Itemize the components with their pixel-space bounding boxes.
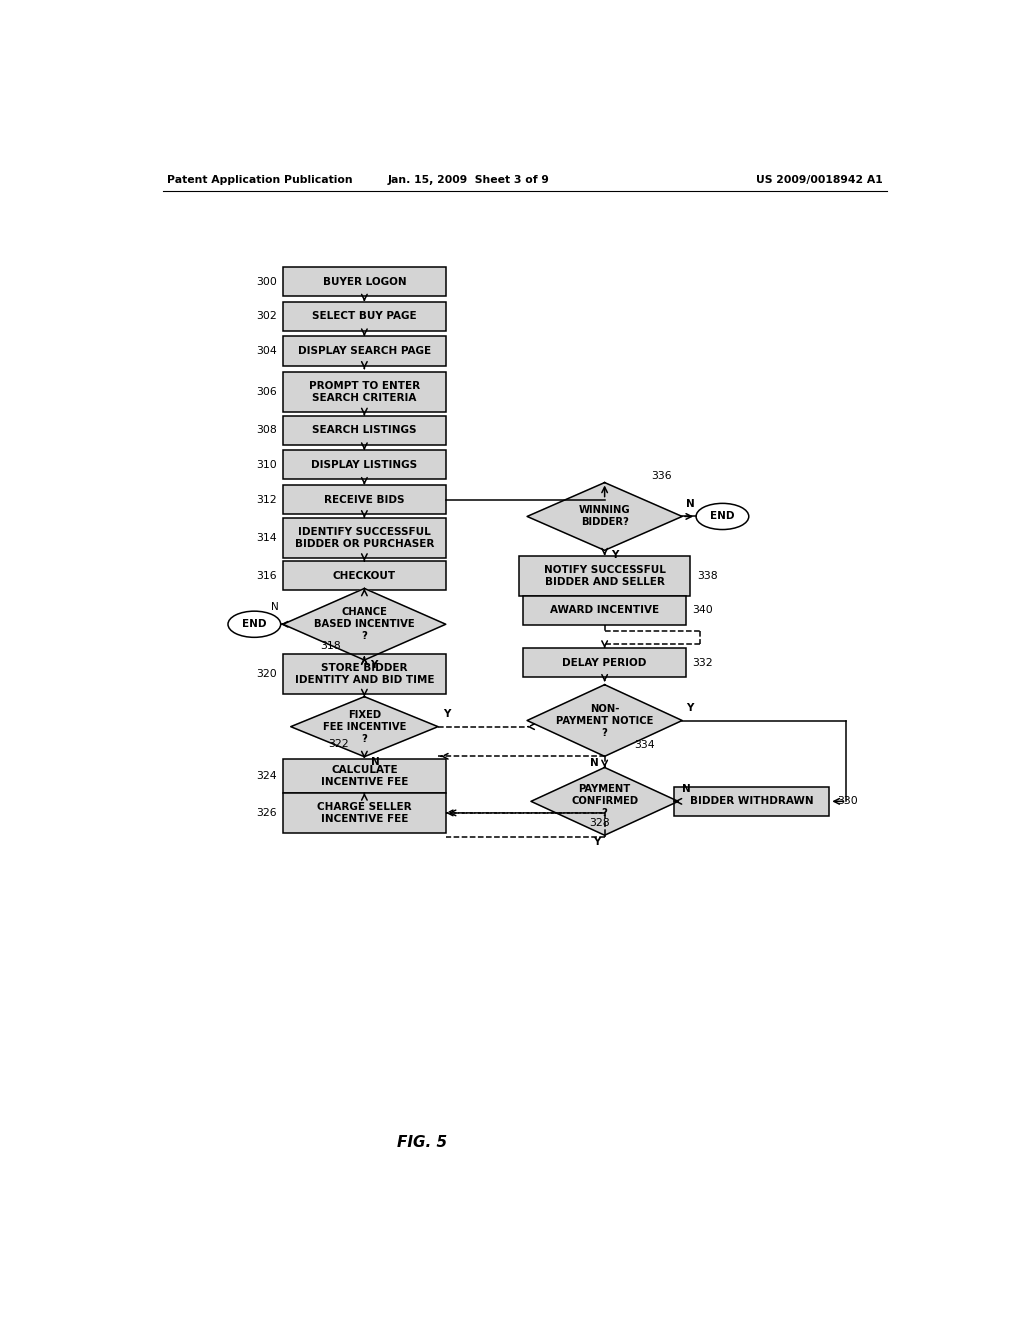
- FancyBboxPatch shape: [283, 372, 445, 412]
- Polygon shape: [283, 589, 445, 660]
- Text: Y: Y: [593, 837, 601, 846]
- Polygon shape: [291, 697, 438, 756]
- Text: N: N: [590, 758, 598, 768]
- FancyBboxPatch shape: [675, 787, 829, 816]
- Text: N: N: [371, 756, 379, 767]
- Text: 330: 330: [838, 796, 858, 807]
- Text: BIDDER WITHDRAWN: BIDDER WITHDRAWN: [690, 796, 814, 807]
- Text: N: N: [686, 499, 694, 508]
- Text: 318: 318: [321, 640, 341, 651]
- Text: 336: 336: [651, 471, 672, 482]
- FancyBboxPatch shape: [283, 337, 445, 366]
- Text: DISPLAY LISTINGS: DISPLAY LISTINGS: [311, 459, 418, 470]
- Text: AWARD INCENTIVE: AWARD INCENTIVE: [550, 606, 659, 615]
- Text: FIG. 5: FIG. 5: [397, 1135, 447, 1150]
- Text: 334: 334: [634, 741, 654, 750]
- Text: NOTIFY SUCCESSFUL
BIDDER AND SELLER: NOTIFY SUCCESSFUL BIDDER AND SELLER: [544, 565, 666, 586]
- Text: PROMPT TO ENTER
SEARCH CRITERIA: PROMPT TO ENTER SEARCH CRITERIA: [309, 380, 420, 403]
- Polygon shape: [527, 685, 682, 756]
- FancyBboxPatch shape: [283, 302, 445, 331]
- Ellipse shape: [228, 611, 281, 638]
- Text: 324: 324: [256, 771, 276, 781]
- Text: END: END: [711, 511, 734, 521]
- Text: 338: 338: [697, 570, 718, 581]
- Text: SELECT BUY PAGE: SELECT BUY PAGE: [312, 312, 417, 321]
- FancyBboxPatch shape: [283, 759, 445, 793]
- FancyBboxPatch shape: [283, 561, 445, 590]
- Text: FIXED
FEE INCENTIVE
?: FIXED FEE INCENTIVE ?: [323, 710, 407, 743]
- Text: 310: 310: [256, 459, 276, 470]
- FancyBboxPatch shape: [283, 484, 445, 515]
- FancyBboxPatch shape: [283, 450, 445, 479]
- FancyBboxPatch shape: [283, 655, 445, 694]
- Text: Jan. 15, 2009  Sheet 3 of 9: Jan. 15, 2009 Sheet 3 of 9: [388, 176, 550, 185]
- Text: 300: 300: [256, 277, 276, 286]
- FancyBboxPatch shape: [283, 793, 445, 833]
- Text: CHANCE
BASED INCENTIVE
?: CHANCE BASED INCENTIVE ?: [314, 607, 415, 642]
- Text: US 2009/0018942 A1: US 2009/0018942 A1: [756, 176, 883, 185]
- Text: WINNING
BIDDER?: WINNING BIDDER?: [579, 506, 631, 528]
- Text: 316: 316: [256, 570, 276, 581]
- Text: Patent Application Publication: Patent Application Publication: [167, 176, 352, 185]
- FancyBboxPatch shape: [519, 556, 690, 595]
- FancyBboxPatch shape: [283, 267, 445, 296]
- Text: Y: Y: [371, 660, 378, 671]
- Polygon shape: [531, 767, 678, 836]
- Ellipse shape: [696, 503, 749, 529]
- Text: 306: 306: [256, 387, 276, 397]
- Text: Y: Y: [442, 709, 450, 719]
- Text: 328: 328: [589, 818, 609, 828]
- Text: NON-
PAYMENT NOTICE
?: NON- PAYMENT NOTICE ?: [556, 704, 653, 738]
- Text: Y: Y: [611, 550, 618, 560]
- Text: N: N: [271, 602, 280, 612]
- Text: N: N: [682, 784, 691, 793]
- Text: CHARGE SELLER
INCENTIVE FEE: CHARGE SELLER INCENTIVE FEE: [317, 803, 412, 824]
- Text: 308: 308: [256, 425, 276, 436]
- Text: PAYMENT
CONFIRMED
?: PAYMENT CONFIRMED ?: [571, 784, 638, 818]
- Text: SEARCH LISTINGS: SEARCH LISTINGS: [312, 425, 417, 436]
- Text: BUYER LOGON: BUYER LOGON: [323, 277, 407, 286]
- Text: IDENTIFY SUCCESSFUL
BIDDER OR PURCHASER: IDENTIFY SUCCESSFUL BIDDER OR PURCHASER: [295, 527, 434, 549]
- Text: 322: 322: [329, 739, 349, 748]
- Text: RECEIVE BIDS: RECEIVE BIDS: [325, 495, 404, 504]
- FancyBboxPatch shape: [283, 416, 445, 445]
- Text: DISPLAY SEARCH PAGE: DISPLAY SEARCH PAGE: [298, 346, 431, 356]
- Text: 320: 320: [256, 669, 276, 680]
- Text: STORE BIDDER
IDENTITY AND BID TIME: STORE BIDDER IDENTITY AND BID TIME: [295, 664, 434, 685]
- Text: CALCULATE
INCENTIVE FEE: CALCULATE INCENTIVE FEE: [321, 766, 408, 787]
- Text: 340: 340: [692, 606, 713, 615]
- Text: CHECKOUT: CHECKOUT: [333, 570, 396, 581]
- Polygon shape: [527, 483, 682, 550]
- FancyBboxPatch shape: [283, 517, 445, 558]
- Text: DELAY PERIOD: DELAY PERIOD: [562, 657, 647, 668]
- FancyBboxPatch shape: [523, 648, 686, 677]
- Text: 312: 312: [256, 495, 276, 504]
- Text: 304: 304: [256, 346, 276, 356]
- FancyBboxPatch shape: [523, 595, 686, 626]
- Text: END: END: [242, 619, 266, 630]
- Text: 332: 332: [692, 657, 713, 668]
- Text: 326: 326: [256, 808, 276, 818]
- Text: 302: 302: [256, 312, 276, 321]
- Text: 314: 314: [256, 533, 276, 543]
- Text: Y: Y: [686, 702, 693, 713]
